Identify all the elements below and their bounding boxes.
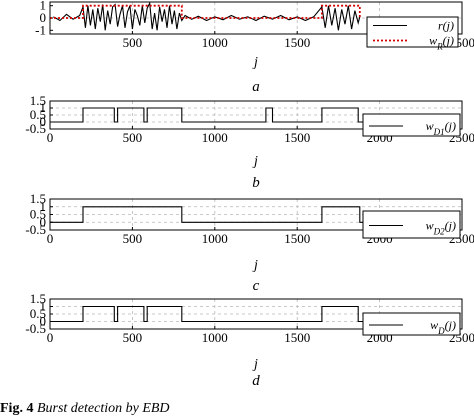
y-tick-label: 1.5: [30, 93, 46, 108]
legend-entry: wD1(j): [426, 119, 456, 137]
legend: wD1(j): [362, 113, 461, 137]
x-tick-label: 1500: [284, 330, 310, 345]
legend-entry: wR(j): [429, 34, 454, 52]
x-tick-label: 0: [47, 130, 54, 145]
legend-box: [362, 210, 461, 239]
y-tick-label: -0.5: [25, 121, 46, 136]
y-tick-label: 0: [40, 114, 47, 129]
x-tick-label: 1000: [202, 231, 228, 246]
legend-box: [362, 113, 461, 137]
axes-frame: [49, 198, 463, 231]
y-tick-label: -1: [35, 22, 46, 37]
x-axis-label: j: [252, 154, 258, 169]
x-tick-label: 500: [123, 35, 143, 50]
axes-frame: [49, 298, 463, 330]
series-line-1: [50, 206, 364, 223]
y-tick-label: 0.5: [30, 306, 46, 321]
y-tick-label: 1.5: [30, 191, 46, 206]
legend-entry: wD2(j): [426, 219, 456, 237]
x-tick-label: 1500: [284, 130, 310, 145]
x-tick-label: 500: [123, 330, 143, 345]
y-tick-label: -0.5: [25, 321, 46, 336]
x-tick-label: 1000: [202, 35, 228, 50]
legend-entry: wD(j): [430, 318, 456, 336]
panel-label: b: [252, 175, 260, 191]
y-tick-label: 0: [40, 314, 47, 329]
caption-label: Fig. 4: [0, 401, 34, 416]
figure-caption: Fig. 4 Burst detection by EBD: [0, 401, 170, 417]
x-axis-label: j: [252, 55, 258, 70]
x-tick-label: 1000: [202, 330, 228, 345]
axes-frame: [49, 100, 463, 130]
panel-label: a: [252, 79, 260, 95]
axes-frame: [49, 1, 463, 35]
series-line-2: [50, 4, 361, 19]
x-tick-label: 0: [47, 231, 54, 246]
x-tick-label: 1500: [284, 231, 310, 246]
panel-label: d: [252, 373, 260, 389]
y-tick-label: 1: [40, 199, 47, 214]
legend-box: [366, 16, 459, 48]
series-line-1: [50, 107, 364, 123]
caption-text: Burst detection by EBD: [36, 401, 170, 416]
y-tick-label: -0.5: [25, 222, 46, 237]
y-tick-label: 0: [40, 214, 47, 229]
legend: wD2(j): [362, 210, 461, 239]
x-tick-label: 0: [47, 330, 54, 345]
y-tick-label: 0: [40, 10, 47, 25]
x-axis-label: j: [252, 258, 258, 273]
y-tick-label: 0.5: [30, 107, 46, 122]
y-tick-label: 1: [40, 0, 47, 13]
legend-box: [362, 312, 461, 336]
x-axis-label: j: [252, 357, 258, 372]
x-tick-label: 500: [123, 130, 143, 145]
panel-label: c: [253, 278, 260, 294]
y-tick-label: 1: [40, 299, 47, 314]
x-tick-label: 1500: [284, 35, 310, 50]
y-tick-label: 0.5: [30, 207, 46, 222]
legend: wD(j): [362, 312, 461, 336]
series-line-1: [50, 305, 364, 323]
y-tick-label: 1.5: [30, 291, 46, 306]
x-tick-label: 500: [123, 231, 143, 246]
series-line-1: [53, 1, 361, 31]
x-tick-label: 1000: [202, 130, 228, 145]
panel-d: 0 500 1000 1500 2000 2500-0.500.511.5wD(j)jd: [25, 291, 474, 389]
legend-entry: r(j): [438, 19, 454, 33]
y-tick-label: 1: [40, 100, 47, 115]
legend: r(j)wR(j): [366, 16, 459, 52]
